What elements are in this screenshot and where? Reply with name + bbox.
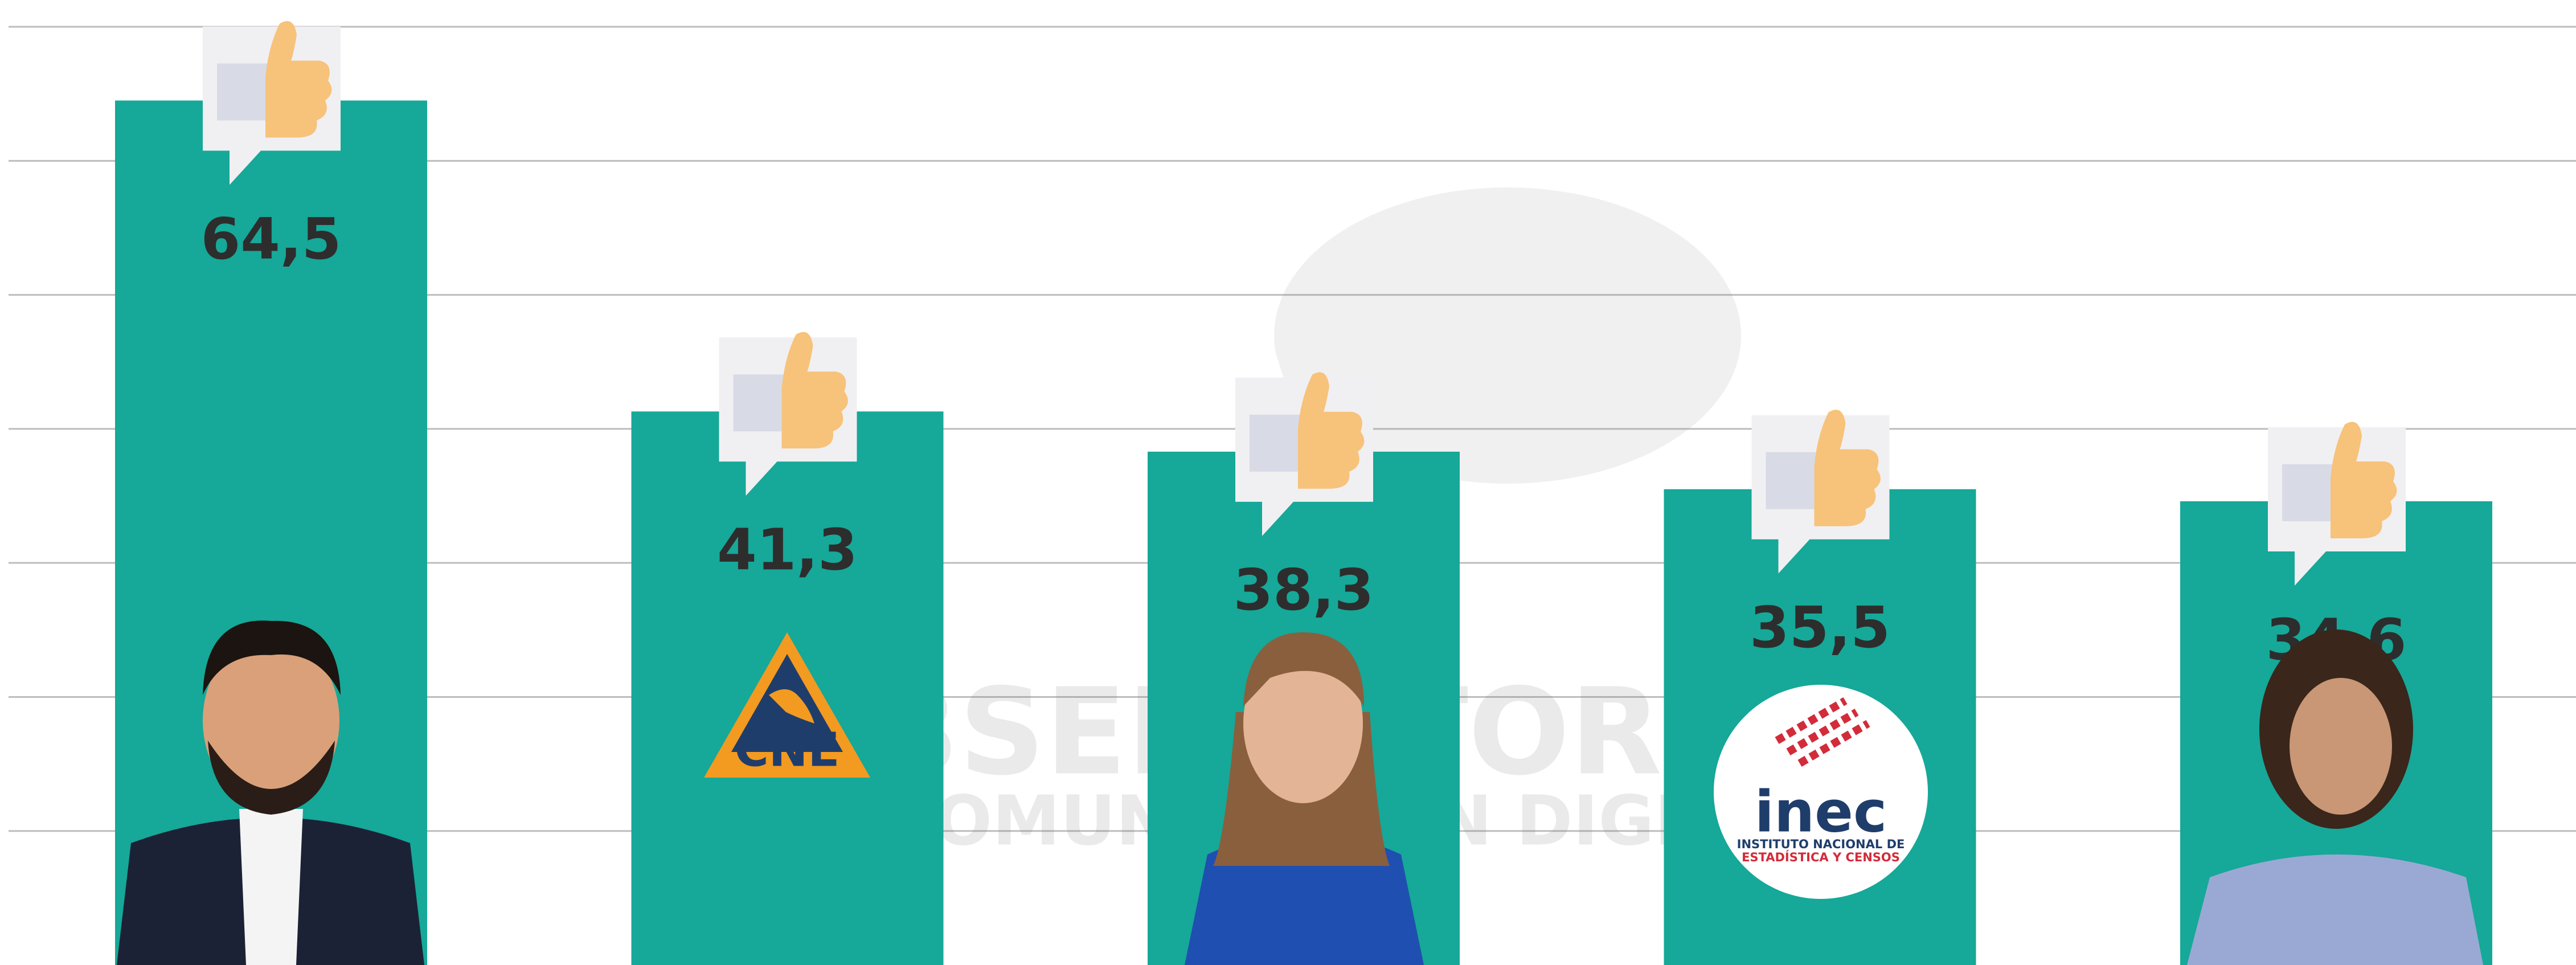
icon-thumb <box>2331 422 2397 538</box>
inec-subtitle: ESTADÍSTICA Y CENSOS <box>1742 850 1900 864</box>
inec-subtitle: INSTITUTO NACIONAL DE <box>1737 837 1905 851</box>
cne-logo: CNE <box>704 632 870 778</box>
like-icon <box>1235 372 1373 536</box>
value-label: 41,3 <box>717 517 858 583</box>
inec-logo: inec INSTITUTO NACIONAL DE ESTADÍSTICA Y… <box>1714 685 1928 899</box>
icon-thumb <box>1814 410 1881 526</box>
value-label: 38,3 <box>1234 557 1374 623</box>
decorations: CNE inec INSTITUTO NACIONAL DE ESTADÍSTI… <box>117 620 2483 965</box>
inec-text: inec <box>1755 778 1887 845</box>
photo <box>1185 632 1424 965</box>
value-label: 64,5 <box>201 206 342 272</box>
like-icon <box>719 332 857 496</box>
photo <box>117 620 424 965</box>
like-icon <box>2268 422 2406 586</box>
icon-thumb <box>781 332 848 449</box>
icon-thumb <box>265 21 332 138</box>
icon-thumb <box>1298 372 1365 489</box>
like-icon <box>1751 410 1890 574</box>
like-icon <box>203 21 341 185</box>
cne-text: CNE <box>735 723 840 777</box>
value-label: 35,5 <box>1750 594 1890 661</box>
photo <box>2187 629 2483 965</box>
